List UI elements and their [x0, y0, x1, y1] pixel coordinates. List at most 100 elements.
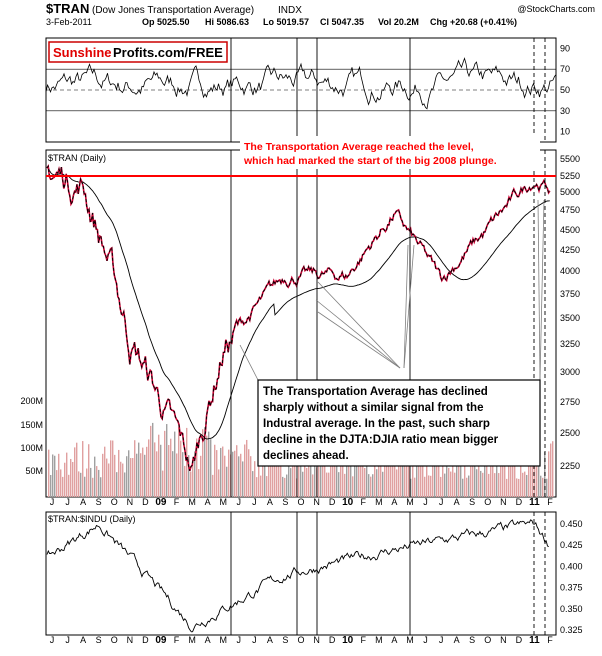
annotation-line1: The Transportation Average has declined — [263, 386, 488, 398]
volume-bar — [86, 468, 88, 497]
volume-bar — [280, 462, 282, 497]
volume-bar — [348, 457, 350, 497]
volume-bar — [172, 451, 174, 497]
volume-bar — [474, 441, 476, 497]
volume-bar — [216, 450, 218, 497]
volume-bar — [546, 478, 548, 497]
volume-bar — [430, 475, 432, 497]
month-label: O — [297, 497, 304, 507]
volume-bar — [70, 458, 72, 497]
volume-bar — [238, 456, 240, 497]
volume-bar — [450, 471, 452, 497]
annotation-line5: declines ahead. — [263, 450, 349, 462]
annotation-line2: sharply without a similar signal from th… — [263, 402, 483, 414]
volume-bar — [376, 469, 378, 497]
ratio-tick-label: 0.350 — [560, 604, 583, 614]
volume-bar — [228, 449, 230, 497]
volume-bar — [88, 444, 90, 497]
volume-bar — [248, 449, 250, 497]
volume-bar — [380, 451, 382, 497]
month-label: D — [142, 497, 149, 507]
volume-bar — [150, 425, 152, 497]
top-annotation-line2: which had marked the start of the big 20… — [243, 155, 497, 167]
volume-bar — [188, 455, 190, 497]
price-tick-label: 2500 — [560, 428, 580, 438]
volume-bar — [398, 442, 400, 497]
volume-bar — [306, 467, 308, 497]
volume-bar — [500, 447, 502, 497]
volume-bar — [522, 472, 524, 497]
volume-bar — [412, 448, 414, 497]
volume-bar — [352, 476, 354, 497]
volume-bar — [226, 466, 228, 497]
volume-bar — [552, 441, 554, 497]
volume-bar — [428, 475, 430, 497]
volume-bar — [448, 467, 450, 497]
month-label: S — [469, 635, 475, 645]
month-label: D — [516, 635, 523, 645]
volume-bar — [100, 477, 102, 497]
volume-bar — [432, 464, 434, 497]
volume-bar — [326, 472, 328, 497]
volume-bar — [314, 449, 316, 497]
volume-bar — [52, 454, 54, 497]
chart-date: 3-Feb-2011 — [46, 17, 92, 27]
volume-bar — [396, 469, 398, 497]
volume-bar — [142, 447, 144, 497]
volume-bar — [318, 448, 320, 497]
volume-bar — [168, 445, 170, 497]
volume-bar — [460, 463, 462, 497]
volume-bar — [126, 456, 128, 497]
volume-bar — [156, 451, 158, 497]
volume-bar — [542, 477, 544, 497]
volume-bar — [254, 461, 256, 497]
volume-bar — [170, 438, 172, 497]
volume-bar — [224, 455, 226, 497]
month-label: J — [50, 635, 55, 645]
volume-bar — [182, 452, 184, 497]
volume-bar — [286, 474, 288, 497]
volume-bar — [440, 476, 442, 497]
volume-bar — [350, 461, 352, 497]
volume-bar — [92, 477, 94, 497]
volume-bar — [72, 462, 74, 497]
month-label: F — [547, 635, 553, 645]
volume-bar — [324, 454, 326, 497]
month-label: 11 — [529, 635, 540, 646]
volume-bar — [222, 446, 224, 497]
volume-bar — [530, 446, 532, 497]
rsi-tick-label: 10 — [560, 127, 570, 137]
volume-bar — [382, 471, 384, 497]
top-annotation-line1: The Transportation Average reached the l… — [244, 141, 474, 153]
volume-bar — [538, 464, 540, 497]
annotation-box — [257, 379, 541, 467]
volume-bar — [140, 453, 142, 497]
volume-bar — [98, 469, 100, 497]
volume-bar — [272, 461, 274, 497]
volume-bar — [74, 447, 76, 497]
volume-bar — [358, 442, 360, 497]
volume-bar — [304, 439, 306, 497]
rsi-tick-label: 70 — [560, 64, 570, 74]
volume-bar — [60, 469, 62, 497]
volume-bar — [446, 462, 448, 497]
volume-bar — [192, 461, 194, 497]
volume-bar — [166, 424, 168, 497]
volume-bar — [302, 471, 304, 497]
volume-bar — [200, 455, 202, 497]
top-annotation-box — [240, 136, 540, 169]
volume-bar — [434, 463, 436, 497]
volume-bar — [480, 470, 482, 497]
month-label: D — [329, 497, 336, 507]
volume-bar — [114, 454, 116, 497]
volume-bar — [550, 443, 552, 497]
month-label: N — [313, 635, 320, 645]
volume-bar — [332, 460, 334, 497]
month-label: N — [313, 497, 320, 507]
volume-bar — [220, 447, 222, 497]
volume-bar — [102, 453, 104, 497]
price-tick-label: 4750 — [560, 205, 580, 215]
volume-bar — [144, 454, 146, 497]
volume-bar — [462, 478, 464, 497]
month-label: S — [469, 497, 475, 507]
